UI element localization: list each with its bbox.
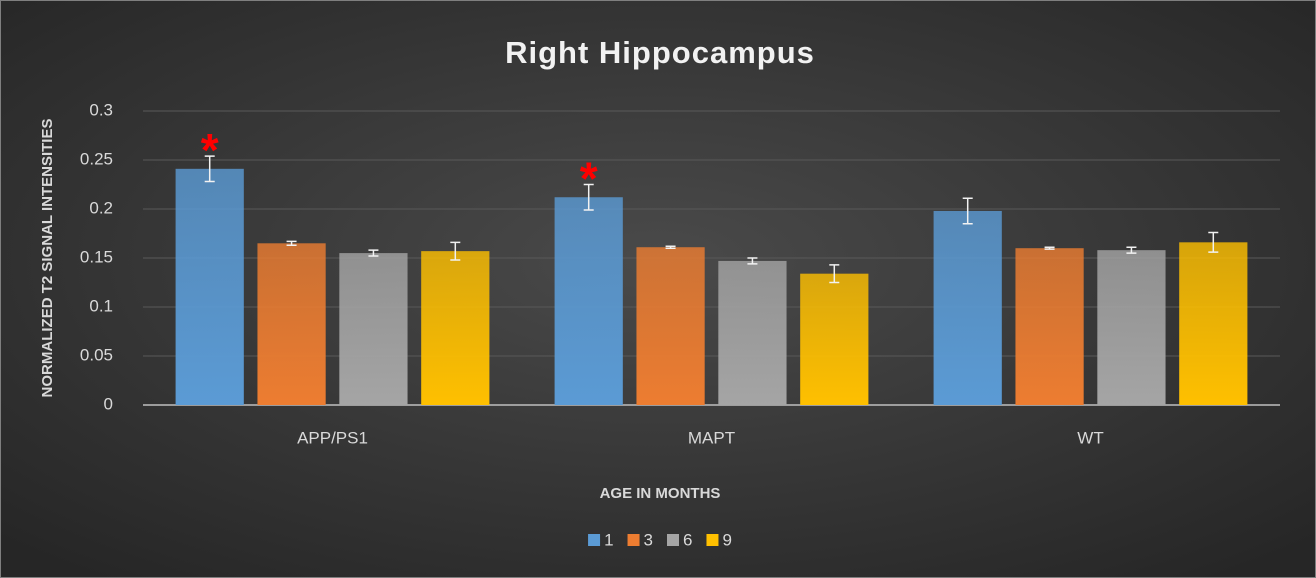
- error-bar: [204, 155, 215, 183]
- x-tick-label: WT: [1077, 428, 1103, 447]
- y-tick-label: 0.25: [80, 149, 113, 168]
- y-tick-label: 0.3: [89, 100, 113, 119]
- legend-item: 1: [588, 530, 614, 549]
- legend-item: 6: [667, 530, 692, 549]
- legend: 1 3 6 9: [588, 530, 732, 549]
- x-axis-title: AGE IN MONTHS: [600, 485, 721, 502]
- legend-swatch: [627, 534, 640, 546]
- legend-label: 6: [683, 530, 692, 549]
- error-bar: [450, 241, 461, 261]
- y-tick-label: 0.05: [80, 345, 113, 364]
- error-bar: [665, 245, 676, 249]
- bar: [933, 210, 1002, 405]
- error-bar: [747, 257, 758, 265]
- legend-item: 3: [627, 530, 653, 549]
- error-bar: [1126, 246, 1137, 254]
- error-bar: [962, 197, 973, 225]
- legend-swatch: [588, 534, 601, 546]
- bar: [421, 251, 490, 405]
- error-bar: [286, 240, 297, 247]
- error-bar: [1044, 246, 1055, 250]
- bar: [718, 260, 787, 405]
- legend-label: 3: [644, 530, 653, 549]
- x-tick-label: MAPT: [688, 428, 735, 447]
- bar: [1179, 242, 1248, 405]
- y-tick-label: 0.2: [89, 198, 113, 217]
- annotation: *: [580, 153, 598, 205]
- legend-label: 9: [722, 530, 731, 549]
- bar: [636, 247, 705, 405]
- error-bar: [1208, 231, 1219, 253]
- legend-swatch: [667, 534, 679, 546]
- chart-title: Right Hippocampus: [505, 35, 815, 70]
- error-bar: [829, 264, 840, 284]
- x-tick-label: APP/PS1: [297, 428, 368, 447]
- y-tick-label: 0.1: [89, 296, 113, 315]
- bar: [339, 253, 408, 405]
- y-tick-label: 0: [104, 394, 113, 413]
- bar: [1015, 248, 1084, 405]
- y-axis-title: NORMALIZED T2 SIGNAL INTENSITIES: [39, 119, 56, 398]
- error-bar: [583, 183, 594, 211]
- bar: [257, 243, 326, 405]
- error-bar: [368, 249, 379, 257]
- bar: [800, 273, 869, 405]
- bar: [175, 168, 244, 405]
- legend-item: 9: [706, 530, 732, 549]
- legend-label: 1: [604, 530, 613, 549]
- annotation: *: [201, 124, 219, 176]
- bar: [554, 197, 623, 405]
- bar: [1097, 250, 1166, 405]
- y-tick-label: 0.15: [80, 247, 113, 266]
- legend-swatch: [706, 534, 719, 546]
